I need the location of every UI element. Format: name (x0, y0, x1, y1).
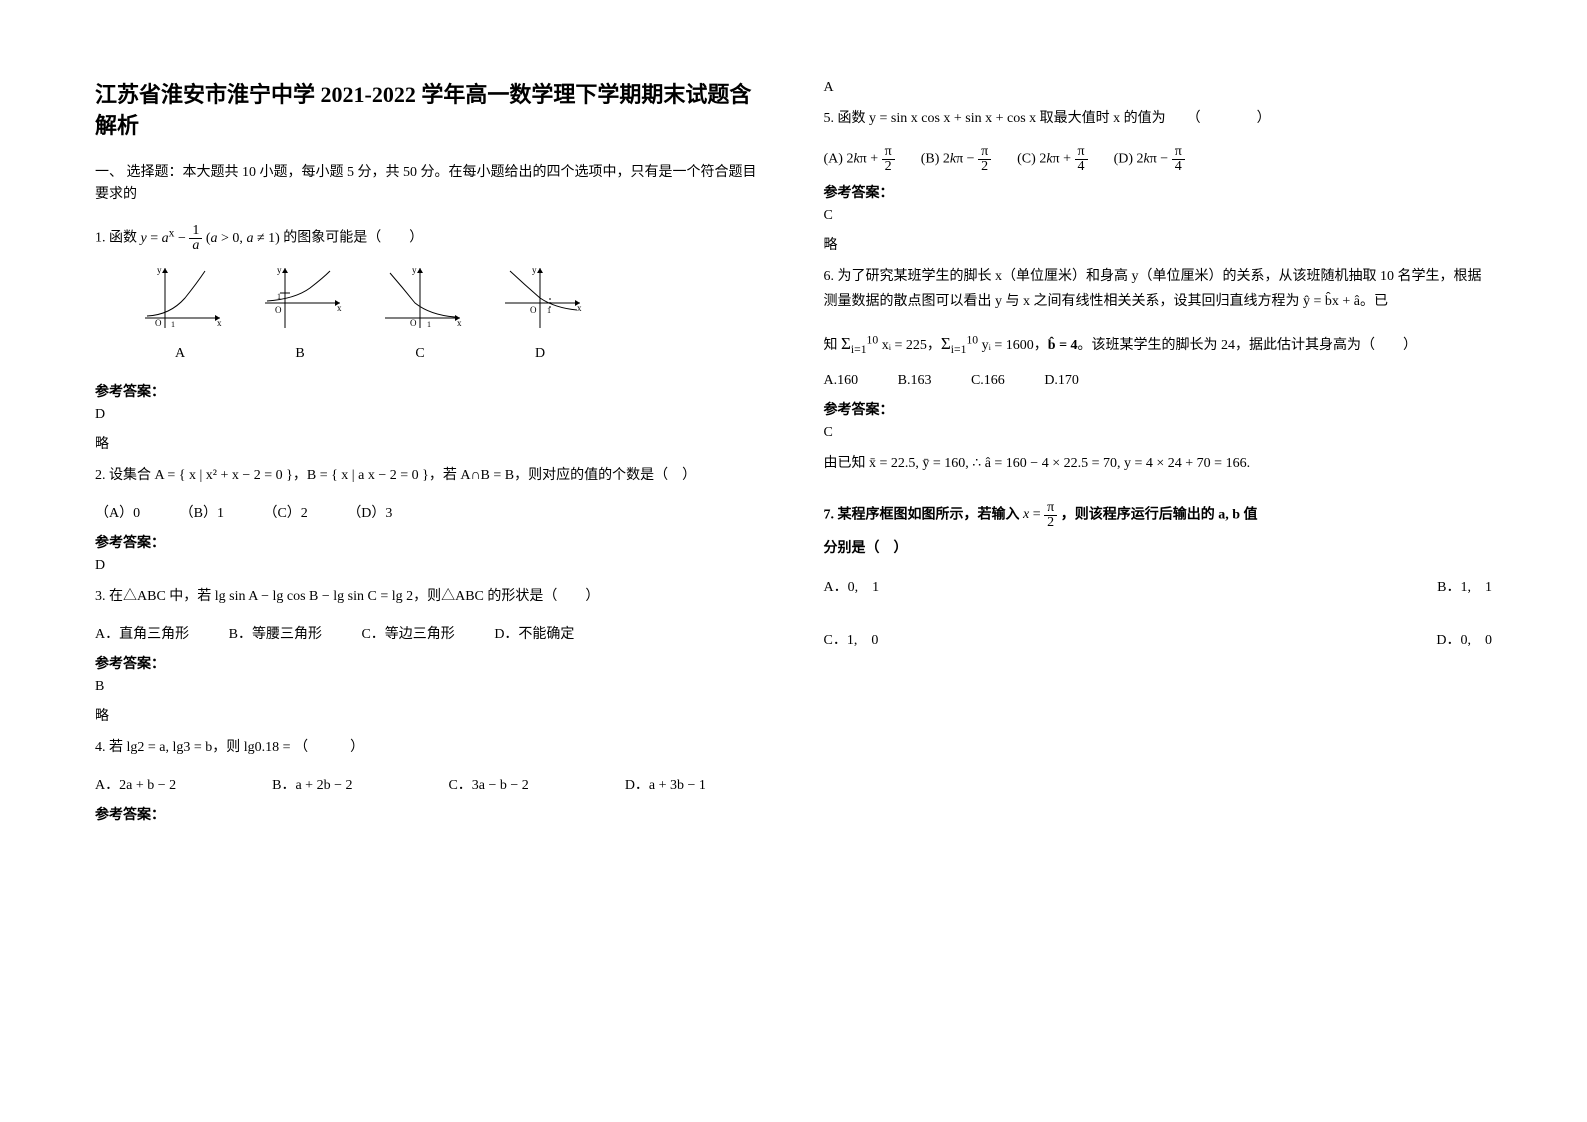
q2-opt-c: （C）2 (263, 506, 307, 521)
q5-opt-c: (C) 2kπ + π4 (1017, 145, 1087, 174)
svg-text:1: 1 (171, 320, 175, 329)
svg-text:O: O (410, 318, 417, 328)
q1-label-a: A (135, 341, 225, 366)
q6-opt-a: A.160 (824, 373, 859, 388)
svg-text:O: O (530, 305, 537, 315)
q5-answer: C (824, 208, 1493, 224)
q7-opt-c: C．1, 0 (824, 628, 1158, 653)
question-6-line1: 6. 为了研究某班学生的脚长 x（单位厘米）和身高 y（单位厘米）的关系，从该班… (824, 264, 1493, 314)
svg-text:O: O (275, 305, 282, 315)
question-6-line2: 知 Σi=110 xᵢ = 225，Σi=110 yᵢ = 1600，b̂ = … (824, 329, 1493, 360)
q3-opt-d: D．不能确定 (494, 627, 574, 642)
q4-opt-a: A．2a + b − 2 (95, 774, 176, 794)
q1-label-d: D (495, 341, 585, 366)
q4-options: A．2a + b − 2 B．a + 2b − 2 C．3a − b − 2 D… (95, 774, 764, 794)
q1-ans-label: 参考答案： (95, 381, 764, 401)
q6-opt-d: D.170 (1044, 373, 1079, 388)
q6-ans-label: 参考答案： (824, 399, 1493, 419)
q4-ans-label: 参考答案： (95, 804, 764, 824)
question-7: 7. 某程序框图如图所示，若输入 x = π2 ，则该程序运行后输出的 a, b… (824, 501, 1493, 682)
q3-ans-label: 参考答案： (95, 653, 764, 673)
q7-expr: x = π2 (1023, 507, 1057, 522)
q1-label-c: C (375, 341, 465, 366)
q1-graph-labels: A B C D (135, 341, 764, 366)
svg-text:y: y (532, 265, 537, 275)
q2-opt-d: （D）3 (347, 506, 392, 521)
svg-text:x: x (577, 303, 582, 313)
q5-options: (A) 2kπ + π2 (B) 2kπ − π2 (C) 2kπ + π4 (… (824, 145, 1493, 174)
q7-opt-a: A．0, 1 (824, 575, 1158, 600)
q2-ans-label: 参考答案： (95, 532, 764, 552)
q5-opt-d: (D) 2kπ − π4 (1114, 145, 1185, 174)
q7-stem-c: ，则该程序运行后输出的 a, b 值 (1061, 507, 1258, 522)
q6-opt-c: C.166 (971, 373, 1005, 388)
q6-answer: C (824, 425, 1493, 441)
q4-opt-c: C．3a − b − 2 (448, 774, 528, 794)
q6-options: A.160 B.163 C.166 D.170 (824, 373, 1493, 389)
svg-text:O: O (155, 318, 162, 328)
q7-opt-d: D．0, 0 (1158, 628, 1492, 653)
question-2: 2. 设集合 A = { x | x² + x − 2 = 0 }，B = { … (95, 463, 764, 488)
q1-graph-a: Ox y 1 (135, 263, 225, 333)
q4-answer: A (824, 80, 1493, 96)
q4-opt-b: B．a + 2b − 2 (272, 774, 352, 794)
q3-note: 略 (95, 705, 764, 725)
q1-expr: y = ax − 1a (a > 0, a ≠ 1) (141, 231, 280, 246)
q1-stem-a: 1. 函数 (95, 231, 141, 246)
q3-opt-c: C．等边三角形 (361, 627, 454, 642)
q7-stem-d: 分别是（ ） (824, 536, 1493, 561)
q1-stem-b: 的图象可能是（ ） (283, 231, 423, 246)
question-1: 1. 函数 y = ax − 1a (a > 0, a ≠ 1) 的图象可能是（… (95, 222, 764, 366)
question-5: 5. 函数 y = sin x cos x + sin x + cos x 取最… (824, 106, 1493, 131)
q7-options: A．0, 1 B．1, 1 C．1, 0 D．0, 0 (824, 575, 1493, 681)
q1-note: 略 (95, 433, 764, 453)
q7-opt-b: B．1, 1 (1158, 575, 1492, 600)
q6-opt-b: B.163 (898, 373, 932, 388)
q5-note: 略 (824, 234, 1493, 254)
svg-text:x: x (337, 303, 342, 313)
section1-heading: 一、 选择题：本大题共 10 小题，每小题 5 分，共 50 分。在每小题给出的… (95, 162, 764, 207)
svg-text:y: y (157, 265, 162, 275)
svg-text:x: x (217, 318, 222, 328)
q3-options: A．直角三角形 B．等腰三角形 C．等边三角形 D．不能确定 (95, 623, 764, 643)
q1-graph-b: Oxy 1 (255, 263, 345, 333)
question-3: 3. 在△ABC 中，若 lg sin A − lg cos B − lg si… (95, 584, 764, 609)
q2-options: （A）0 （B）1 （C）2 （D）3 (95, 502, 764, 522)
q1-answer: D (95, 407, 764, 423)
exam-title: 江苏省淮安市淮宁中学 2021-2022 学年高一数学理下学期期末试题含解析 (95, 80, 764, 142)
q2-answer: D (95, 558, 764, 574)
svg-text:y: y (277, 265, 282, 275)
svg-text:y: y (412, 265, 417, 275)
svg-text:x: x (457, 318, 462, 328)
q5-ans-label: 参考答案： (824, 182, 1493, 202)
q4-opt-d: D．a + 3b − 1 (625, 774, 706, 794)
q2-opt-a: （A）0 (95, 506, 140, 521)
q7-stem-a: 7. 某程序框图如图所示，若输入 (824, 507, 1024, 522)
question-4: 4. 若 lg2 = a, lg3 = b，则 lg0.18 = （ ） (95, 735, 764, 760)
q1-graph-d: Oxy 1 (495, 263, 585, 333)
q1-label-b: B (255, 341, 345, 366)
q5-opt-a: (A) 2kπ + π2 (824, 145, 895, 174)
q2-opt-b: （B）1 (180, 506, 224, 521)
q5-opt-b: (B) 2kπ − π2 (921, 145, 991, 174)
svg-text:1: 1 (427, 320, 431, 329)
q3-opt-a: A．直角三角形 (95, 627, 189, 642)
q1-graph-c: Ox y 1 (375, 263, 465, 333)
q6-explain: 由已知 x̄ = 22.5, ȳ = 160, ∴ â = 160 − 4 × … (824, 451, 1493, 476)
q3-opt-b: B．等腰三角形 (229, 627, 322, 642)
q1-graphs: Ox y 1 Ox y 1 Ox y 1 (135, 263, 764, 333)
q3-answer: B (95, 679, 764, 695)
